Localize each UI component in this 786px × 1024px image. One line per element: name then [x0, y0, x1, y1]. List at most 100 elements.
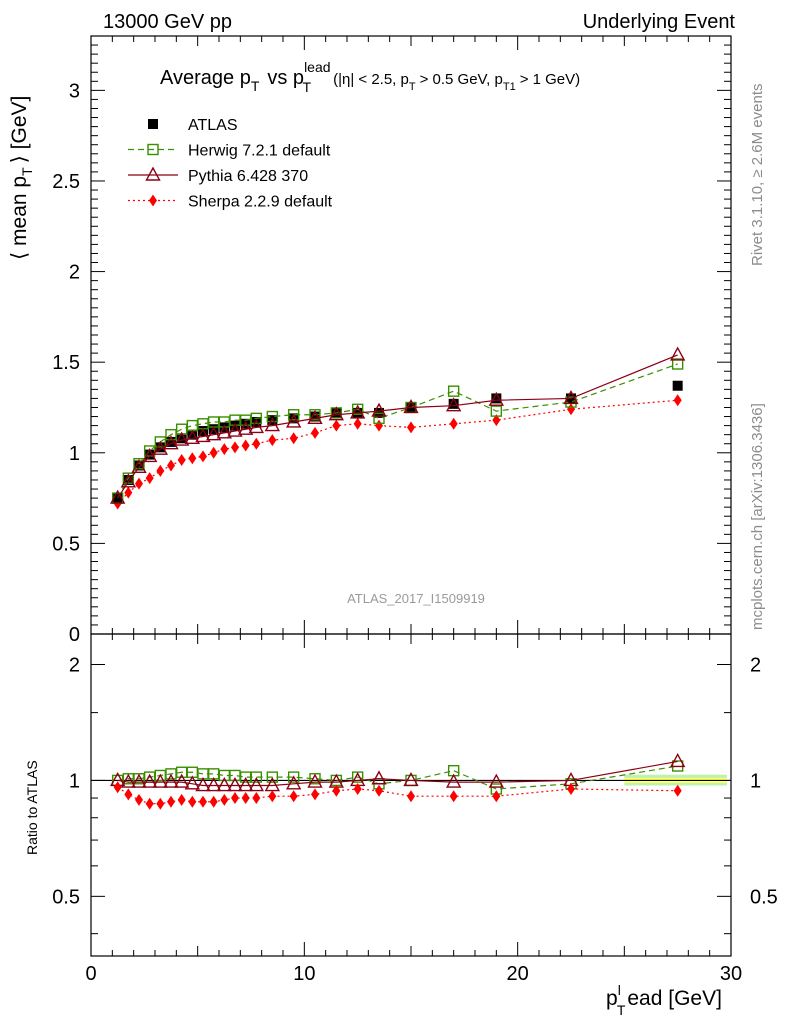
- pythia-ratio-point: [488, 773, 505, 788]
- pythia-legend-label: Pythia 6.428 370: [188, 168, 308, 185]
- pythia-ratio-point: [237, 777, 254, 792]
- ratio-ytick-label-left: 1: [69, 770, 80, 792]
- ylabel-main-sub: T: [19, 167, 35, 176]
- sherpa-ratio-point: [241, 792, 250, 805]
- atlas-point: [448, 398, 459, 409]
- pythia-ratio-line: [117, 760, 678, 787]
- herwig-point: [266, 410, 279, 423]
- sherpa-ratio-point: [407, 790, 415, 803]
- pythia-ratio-point: [669, 752, 686, 768]
- xtick-label: 10: [293, 963, 315, 985]
- header-right: Underlying Event: [583, 11, 736, 33]
- pythia-point: [141, 447, 158, 463]
- sherpa-ratio-point: [177, 793, 186, 806]
- pythia-ratio-point: [248, 777, 265, 792]
- pythia-point: [349, 404, 366, 419]
- xtick-label: 0: [85, 963, 96, 985]
- sherpa-point: [268, 434, 277, 447]
- herwig-point: [309, 409, 321, 421]
- pythia-point: [285, 413, 302, 428]
- atlas-point: [198, 426, 208, 437]
- atlas-point: [187, 429, 198, 440]
- pythia-point: [307, 409, 323, 425]
- pythia-legend-marker: [145, 166, 161, 181]
- xtick-label: 20: [507, 963, 529, 985]
- sherpa-point: [492, 414, 501, 427]
- pythia-point: [205, 426, 222, 441]
- sherpa-ratio-point: [567, 782, 575, 795]
- analysis-watermark: ATLAS_2017_I1509919: [347, 591, 485, 606]
- atlas-point: [123, 474, 134, 485]
- sherpa-point: [332, 419, 341, 432]
- sherpa-ratio-point: [113, 781, 122, 794]
- atlas-point: [176, 433, 187, 444]
- pythia-ratio-point: [227, 777, 243, 792]
- ratio-ytick-label-right: 0.5: [750, 886, 778, 908]
- herwig-legend-label: Herwig 7.2.1 default: [188, 143, 331, 160]
- herwig-point: [287, 409, 300, 421]
- sherpa-ratio-point: [188, 795, 197, 808]
- pythia-point: [563, 389, 579, 405]
- legend: ATLAS Herwig 7.2.1 default Pythia 6.428 37…: [128, 117, 333, 211]
- sherpa-ratio-point: [220, 793, 229, 806]
- title-cuts-b-sub: T1: [503, 81, 516, 93]
- ratio-ytick-label-right: 2: [750, 654, 761, 676]
- sherpa-ratio-point: [135, 793, 143, 806]
- atlas-point: [491, 393, 502, 404]
- atlas-point: [134, 460, 144, 471]
- sherpa-point: [135, 477, 143, 490]
- sherpa-ratio-point: [199, 795, 207, 808]
- sherpa-point: [199, 450, 207, 463]
- plot-title: Average pT vs plead T (|η| < 2.5, pT > 0.5 G…: [160, 59, 580, 95]
- sherpa-point: [156, 464, 165, 477]
- pythia-point: [445, 397, 462, 412]
- herwig-point: [122, 472, 135, 484]
- ylabel-ratio: Ratio to ATLAS: [24, 760, 40, 855]
- pythia-point: [163, 435, 179, 450]
- atlas-point: [672, 380, 683, 391]
- ylabel-main-end: ⟩ [GeV]: [8, 96, 31, 164]
- sherpa-point: [188, 452, 197, 465]
- sherpa-line: [117, 399, 678, 504]
- herwig-point: [250, 412, 263, 425]
- herwig-point: [490, 405, 503, 417]
- mcplots-label: mcplots.cern.ch [arXiv:1306.3436]: [749, 403, 766, 630]
- sherpa-ratio-point: [311, 788, 319, 801]
- main-ytick-label: 3: [69, 80, 80, 102]
- main-series-layer: [109, 346, 686, 510]
- herwig-point: [671, 358, 684, 370]
- pythia-ratio-point: [285, 775, 302, 790]
- xlabel-sup: l: [618, 982, 621, 998]
- pythia-point: [488, 391, 505, 406]
- pythia-point: [248, 418, 265, 434]
- pythia-point: [120, 473, 137, 488]
- pythia-ratio-point: [216, 777, 233, 792]
- pythia-point: [371, 402, 387, 417]
- rivet-label: Rivet 3.1.10, ≥ 2.6M events: [749, 84, 766, 267]
- title-vs-sup: lead: [304, 59, 330, 75]
- ratio-ytick-label-right: 1: [750, 770, 761, 792]
- pythia-point: [227, 422, 243, 437]
- sherpa-point: [124, 486, 133, 499]
- title-cuts-a-sub: T: [409, 81, 416, 93]
- main-frame: [90, 35, 732, 635]
- sherpa-ratio-point: [209, 795, 218, 808]
- pythia-ratio-point: [307, 773, 323, 788]
- main-ytick-label: 1.5: [52, 352, 80, 374]
- pythia-line: [117, 354, 678, 499]
- sherpa-point: [167, 459, 175, 472]
- sherpa-point: [241, 439, 250, 452]
- herwig-point: [154, 436, 167, 448]
- herwig-ratio-point: [250, 771, 263, 783]
- sherpa-point: [407, 421, 415, 434]
- xlabel-b: ead [GeV]: [627, 987, 722, 1010]
- sherpa-ratio-point: [289, 790, 298, 803]
- pythia-ratio-point: [120, 773, 137, 788]
- title-main: Average p: [160, 67, 251, 89]
- sherpa-ratio-point: [268, 790, 277, 803]
- axis-ticks: [90, 36, 732, 956]
- pythia-point: [237, 420, 254, 435]
- ylabel-main: ⟨ mean pT ⟩ [GeV]: [8, 96, 35, 260]
- herwig-point: [351, 403, 364, 415]
